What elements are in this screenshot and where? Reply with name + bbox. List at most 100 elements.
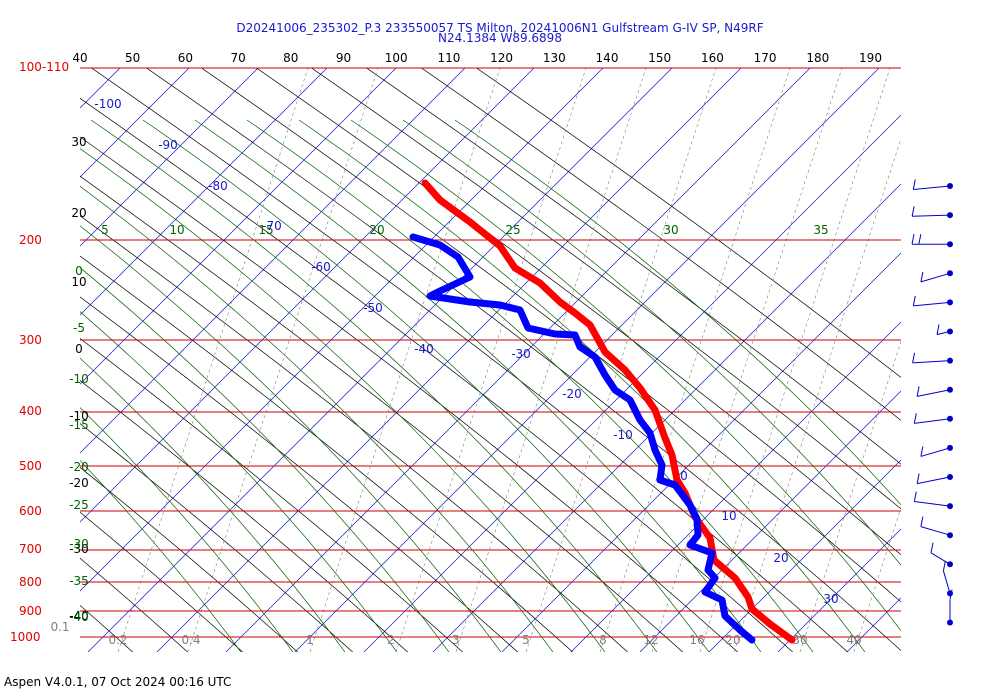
wind-barb-feather [916,473,920,484]
mixing-ratio-line [187,68,379,652]
pressure-label: 300 [19,333,42,347]
left-temp-label: 10 [71,275,86,289]
isotherm-label: -50 [363,301,383,315]
left-moist-label: -25 [69,498,89,512]
moist-adiabat-line [454,119,901,506]
moist-adiabat-line [80,311,398,652]
isotherm-line [777,528,901,652]
wind-barb-feather [913,413,917,424]
isotherm-label: 10 [721,509,736,523]
wind-barb-feather [911,234,915,245]
wind-barb-staff [913,185,951,190]
moist-adiabat-label: 15 [258,223,273,237]
top-axis-label: 120 [490,51,513,65]
dry-adiabat-line [80,511,244,652]
isotherm-label: -70 [262,219,282,233]
moist-adiabat-label: 20 [369,223,384,237]
isotherm-label: 30 [823,592,838,606]
isotherm-line [937,0,1000,700]
mixing-ratio-label: 30 [792,633,807,647]
moist-adiabat-line [142,119,710,652]
wind-barb [913,491,953,510]
isotherm-line [87,68,673,652]
moist-adiabat-line [80,225,502,652]
wind-barb [916,473,953,485]
dry-adiabat-line [80,380,409,652]
left-moist-label: -30 [69,537,89,551]
wind-barb [920,444,953,457]
isotherm-line [80,68,397,385]
top-axis-label: 60 [178,51,193,65]
moist-adiabat-line [298,119,866,652]
isotherm-line [225,68,811,652]
wind-barb [912,352,953,364]
mixing-ratio-line [599,68,791,652]
wind-barb-staff [920,526,951,536]
top-axis-label: 70 [230,51,245,65]
isotherm-line [570,321,901,652]
mixing-ratio-line [799,340,901,652]
wind-barb-feather [912,352,916,364]
mixing-ratio-line [309,68,501,652]
moist-adiabat-label: 25 [505,223,520,237]
top-axis-label: 190 [859,51,882,65]
mixing-ratio-line [395,68,587,652]
mixing-ratio-label: 0.4 [181,633,200,647]
moist-adiabat-label: 35 [813,223,828,237]
mixing-ratio-line [525,68,717,652]
moist-adiabat-line [80,460,242,652]
top-axis-label: 140 [596,51,619,65]
isotherm-label: 20 [773,551,788,565]
isotherm-line [868,0,1000,700]
isotherm-label: -80 [208,179,228,193]
dry-adiabat-line [365,68,901,465]
wind-barb-feather [918,234,922,245]
moist-adiabat-line [80,357,346,652]
mixing-ratio-line [733,137,901,652]
moist-adiabat-line [246,119,814,652]
isotherm-line [80,68,190,178]
top-axis-label: 110 [437,51,460,65]
wind-barb-feather [920,516,924,527]
isotherm-label: -100 [94,97,121,111]
wind-barb [913,413,953,424]
wind-barb-feather [913,491,917,502]
pressure-label: 500 [19,459,42,473]
left-temp-label: -30 [69,542,89,556]
dry-adiabat-line [80,215,629,652]
isotherm-line [501,252,901,652]
moist-adiabat-line [80,185,554,652]
isotherm-label: -30 [511,347,531,361]
isotherm-label: 0 [680,469,688,483]
wind-barb [912,295,953,307]
mixing-ratio-label: 1 [306,633,314,647]
mixing-ratio-label: 20 [725,633,740,647]
wind-barb-staff [936,331,951,335]
left-temp-label: 20 [71,206,86,220]
wind-barb [920,516,953,539]
wind-barb-staff [920,447,951,457]
pressure-label: 600 [19,504,42,518]
dry-adiabat-line [145,68,901,652]
moist-adiabat-line [80,148,606,652]
wind-barb-staff [914,418,951,424]
isotherm-label: -60 [311,260,331,274]
dry-adiabat-line [475,68,901,378]
wind-barb [916,386,953,397]
isotherm-line [156,68,742,652]
wind-barb-staff [930,552,951,565]
isotherm-label: -40 [414,342,434,356]
wind-barb-staff [912,214,951,217]
isotherm-line [432,183,901,652]
top-axis-label: 100 [385,51,408,65]
left-temp-label: -10 [69,409,89,423]
mixing-ratio-label: 0.1 [50,620,69,634]
moist-adiabat-label: 5 [101,223,109,237]
moist-adiabat-line [402,119,901,566]
isotherm-line [639,390,901,652]
mixing-ratio-line [117,68,309,652]
wind-barb-feather [916,386,920,397]
dry-adiabat-line [80,604,134,652]
mixing-ratio-label: 0.2 [108,633,127,647]
